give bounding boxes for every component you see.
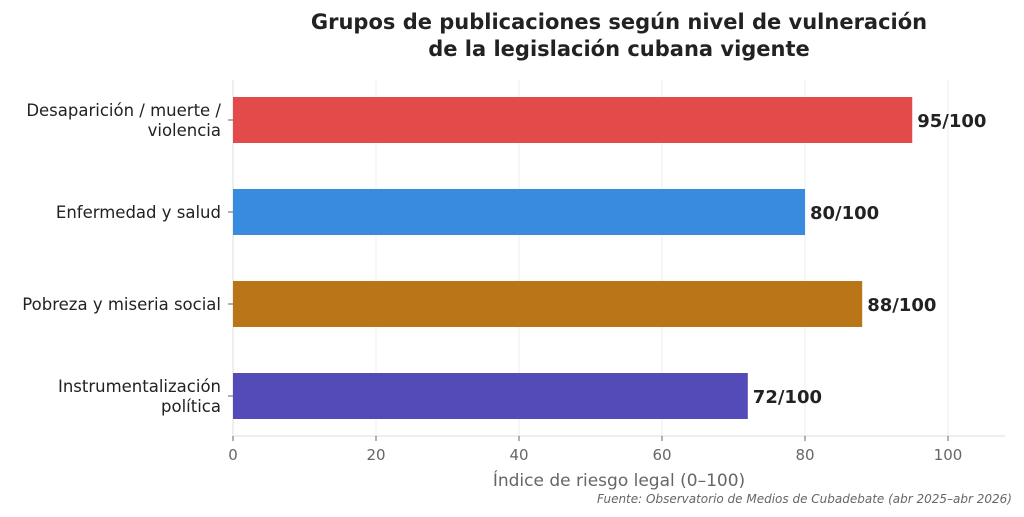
bar (233, 189, 805, 235)
category-label: violencia (148, 121, 221, 140)
bar-value-label: 88/100 (867, 295, 936, 316)
x-tick-label: 40 (509, 446, 528, 464)
category-label: Desaparición / muerte / (26, 101, 221, 120)
x-axis-label: Índice de riesgo legal (0–100) (493, 469, 745, 491)
x-tick-label: 60 (652, 446, 671, 464)
chart-title-line-2: de la legislación cubana vigente (428, 37, 810, 61)
category-label: Enfermedad y salud (56, 203, 221, 222)
x-tick-label: 20 (366, 446, 385, 464)
source-note: Fuente: Observatorio de Medios de Cubade… (597, 492, 1012, 506)
bar-value-label: 72/100 (753, 387, 822, 408)
bar (233, 97, 913, 143)
bar (233, 281, 863, 327)
x-tick-label: 0 (228, 446, 238, 464)
x-tick-label: 100 (934, 446, 963, 464)
x-tick-label: 80 (795, 446, 814, 464)
bar-value-label: 80/100 (810, 203, 879, 224)
category-label: Pobreza y miseria social (22, 295, 221, 314)
bar (233, 373, 748, 419)
category-label: Instrumentalización (58, 377, 221, 396)
chart-title-line-1: Grupos de publicaciones según nivel de v… (311, 10, 927, 34)
bar-value-label: 95/100 (917, 111, 986, 132)
category-label: política (161, 397, 221, 416)
